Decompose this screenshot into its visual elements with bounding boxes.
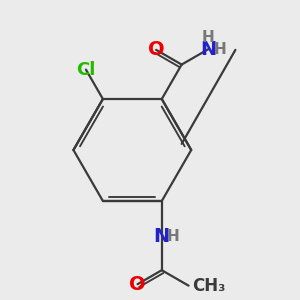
Text: H: H bbox=[213, 42, 226, 57]
Text: Cl: Cl bbox=[76, 61, 96, 79]
Text: CH₃: CH₃ bbox=[192, 277, 226, 295]
Text: O: O bbox=[148, 40, 164, 59]
Text: H: H bbox=[167, 229, 179, 244]
Text: O: O bbox=[129, 275, 145, 294]
Text: N: N bbox=[154, 227, 170, 246]
Text: N: N bbox=[200, 40, 217, 58]
Text: H: H bbox=[202, 30, 215, 45]
